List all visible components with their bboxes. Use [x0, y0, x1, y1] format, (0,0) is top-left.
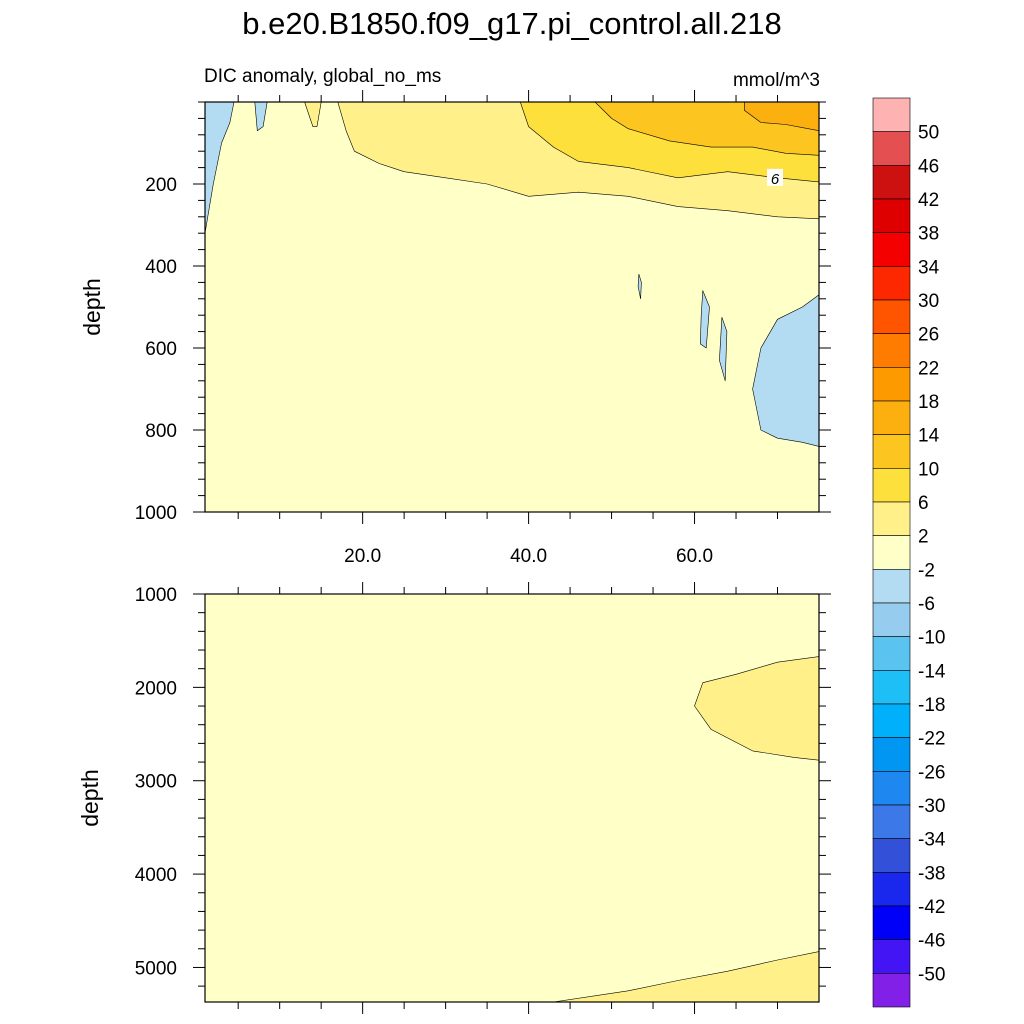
colorbar-label: -34 — [918, 830, 946, 851]
colorbar-swatch — [872, 535, 911, 570]
upper-y-tick-label: 800 — [145, 421, 177, 442]
colorbar-label: -22 — [918, 729, 945, 750]
colorbar-swatch — [872, 97, 911, 132]
colorbar-label: 6 — [918, 493, 929, 514]
colorbar-label: 34 — [918, 257, 940, 278]
colorbar-label: 10 — [918, 459, 939, 480]
colorbar-label: -10 — [918, 628, 945, 649]
colorbar-swatch — [872, 266, 911, 301]
upper-y-tick-label: 600 — [145, 339, 177, 360]
colorbar-label: 42 — [918, 190, 939, 211]
colorbar-label: -6 — [918, 594, 935, 615]
lower-y-tick-label: 3000 — [135, 772, 177, 793]
upper-contour-label-box-0 — [767, 168, 784, 186]
lower-background-fill — [205, 594, 819, 1002]
upper-contour-region-10 — [743, 102, 819, 131]
colorbar-swatch — [872, 939, 911, 974]
colorbar-label: -38 — [918, 863, 945, 884]
colorbar-label: 26 — [918, 325, 939, 346]
colorbar-swatch — [872, 400, 911, 435]
colorbar-swatch — [872, 838, 911, 873]
colorbar-label: -30 — [918, 796, 945, 817]
lower-y-tick-label: 1000 — [135, 585, 177, 606]
upper-contour-region-5 — [637, 273, 642, 300]
upper-contour-region-1 — [254, 102, 268, 131]
upper-x-tick-label: 40.0 — [510, 546, 547, 567]
colorbar-label: -14 — [918, 661, 946, 682]
upper-contour-region-0 — [205, 102, 235, 234]
upper-x-tick-label: 60.0 — [676, 546, 713, 567]
colorbar-swatch — [872, 804, 911, 839]
colorbar-swatch — [872, 232, 911, 267]
upper-y-tick-label: 1000 — [135, 503, 177, 524]
lower-contour-region-1 — [553, 951, 819, 1002]
lower-plot-frame — [204, 593, 820, 1003]
upper-contour-panel: 6 20.0 40.0 60.0 200 400 600 800 1000 — [135, 90, 831, 567]
colorbar-swatch — [872, 636, 911, 671]
colorbar-swatch — [872, 434, 911, 469]
colorbar-swatch — [872, 367, 911, 402]
colorbar-swatch — [872, 737, 911, 772]
colorbar-swatch — [872, 973, 911, 1008]
colorbar-label: -46 — [918, 931, 945, 952]
units-label: mmol/m^3 — [733, 70, 820, 91]
lower-contour-region-0 — [694, 656, 819, 761]
colorbar-label: 38 — [918, 224, 939, 245]
colorbar-label: -50 — [918, 964, 945, 985]
colorbar-swatch — [872, 165, 911, 200]
upper-contour-region-3 — [719, 316, 728, 382]
upper-contour-label-0: 6 — [771, 171, 780, 188]
colorbar-label: -26 — [918, 762, 945, 783]
colorbar-swatch — [872, 670, 911, 705]
lower-y-tick-label: 5000 — [135, 958, 177, 979]
colorbar-label: 46 — [918, 156, 939, 177]
colorbar-label: 50 — [918, 123, 939, 144]
colorbar-label: 14 — [918, 426, 940, 447]
colorbar-swatch — [872, 872, 911, 907]
chart-title: b.e20.B1850.f09_g17.pi_control.all.218 — [242, 6, 782, 41]
colorbar-label: 2 — [918, 527, 929, 548]
colorbar-label: -18 — [918, 695, 945, 716]
colorbar-label: 18 — [918, 392, 939, 413]
colorbar-swatch — [872, 771, 911, 806]
colorbar-swatch — [872, 198, 911, 233]
upper-y-axis-label: depth — [79, 278, 105, 336]
upper-contour-region-2 — [699, 290, 710, 349]
chart-subtitle: DIC anomaly, global_no_ms — [204, 66, 441, 87]
colorbar-swatch — [872, 602, 911, 637]
colorbar-swatch — [872, 501, 911, 536]
upper-contour-region-4 — [752, 294, 819, 447]
lower-y-tick-label: 4000 — [135, 865, 177, 886]
upper-plot-frame — [204, 101, 820, 513]
colorbar-label: -2 — [918, 560, 935, 581]
colorbar-swatch — [872, 905, 911, 940]
upper-y-tick-label: 400 — [145, 257, 177, 278]
colorbar: 50 46 42 38 34 30 26 22 18 14 10 6 2 -2 -6 -10 -14 -18 -22… — [872, 97, 946, 1008]
lower-y-axis-label: depth — [77, 769, 103, 827]
lower-contour-panel: 1000 2000 3000 4000 5000 — [135, 582, 831, 1014]
colorbar-swatch — [872, 468, 911, 503]
colorbar-swatch — [872, 131, 911, 166]
colorbar-swatch — [872, 333, 911, 368]
colorbar-swatch — [872, 569, 911, 604]
colorbar-label: -42 — [918, 897, 945, 918]
lower-y-tick-label: 2000 — [135, 678, 177, 699]
colorbar-label: 22 — [918, 358, 939, 379]
colorbar-swatch — [872, 299, 911, 334]
colorbar-label: 30 — [918, 291, 939, 312]
upper-contour-region-6 — [304, 102, 322, 127]
upper-x-tick-label: 20.0 — [344, 546, 381, 567]
colorbar-swatch — [872, 703, 911, 738]
upper-y-tick-label: 200 — [145, 175, 177, 196]
